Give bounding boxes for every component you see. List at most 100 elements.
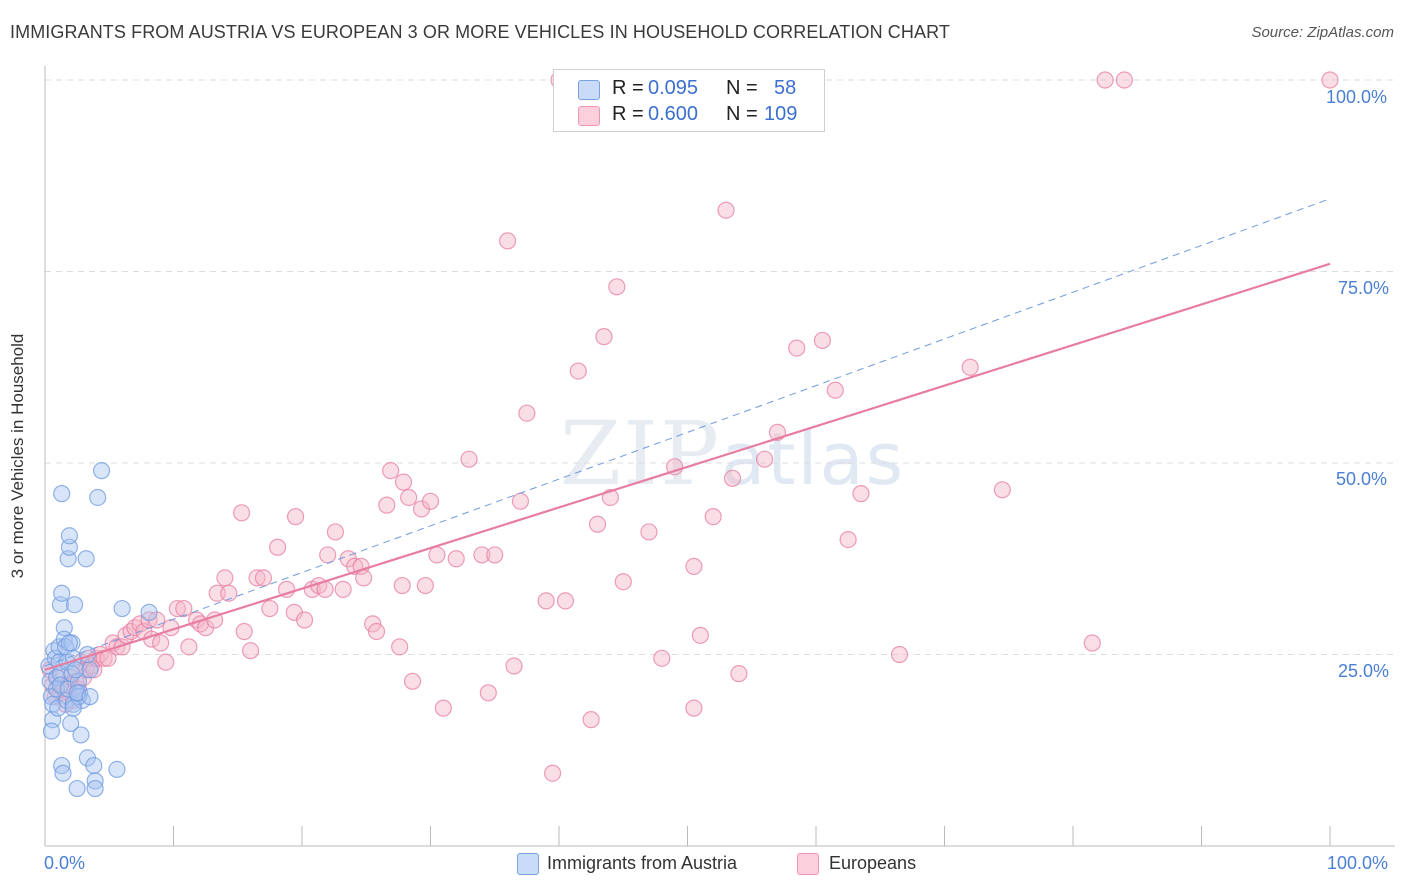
point-europeans bbox=[261, 599, 279, 618]
point-europeans bbox=[400, 488, 418, 507]
data-points bbox=[40, 71, 1339, 798]
point-europeans bbox=[1083, 634, 1101, 652]
point-europeans bbox=[152, 634, 170, 652]
point-europeans bbox=[220, 584, 238, 602]
point-austria bbox=[108, 760, 126, 779]
stats-n-value: 109 bbox=[764, 103, 798, 125]
point-europeans bbox=[685, 699, 703, 717]
point-europeans bbox=[168, 599, 186, 618]
point-europeans bbox=[499, 232, 517, 250]
point-europeans bbox=[319, 546, 337, 564]
point-europeans bbox=[157, 653, 175, 671]
point-austria bbox=[51, 676, 70, 694]
point-europeans bbox=[666, 458, 684, 476]
point-europeans bbox=[479, 684, 497, 702]
point-europeans bbox=[505, 657, 523, 675]
point-europeans bbox=[286, 508, 305, 526]
point-europeans bbox=[248, 569, 266, 587]
watermark-zip: ZIP bbox=[560, 402, 722, 505]
point-austria bbox=[140, 603, 158, 621]
point-austria bbox=[72, 726, 90, 744]
point-europeans bbox=[518, 404, 536, 422]
point-austria bbox=[85, 756, 103, 775]
point-europeans bbox=[755, 450, 774, 468]
point-europeans bbox=[295, 611, 314, 629]
trend-line-europeans bbox=[44, 262, 1331, 671]
point-europeans bbox=[428, 546, 446, 564]
stats-r-label: R = bbox=[612, 103, 644, 125]
point-europeans bbox=[653, 649, 671, 667]
point-austria bbox=[53, 485, 71, 503]
legend-label-europeans: Europeans bbox=[829, 853, 917, 873]
point-austria bbox=[54, 764, 72, 782]
point-europeans bbox=[717, 201, 735, 219]
stats-box: R = 0.095 N = 58 R = 0.600 N = 109 bbox=[553, 69, 825, 132]
point-europeans bbox=[175, 599, 193, 618]
stats-row-europeans: R = 0.600 N = 109 bbox=[554, 103, 824, 129]
stats-swatch-austria bbox=[578, 80, 600, 100]
point-europeans bbox=[588, 515, 607, 533]
legend-swatch-austria bbox=[517, 853, 539, 875]
point-europeans bbox=[826, 381, 844, 399]
point-europeans bbox=[723, 469, 742, 487]
point-europeans bbox=[326, 523, 345, 541]
point-europeans bbox=[1321, 71, 1339, 89]
stats-swatch-europeans bbox=[578, 106, 600, 126]
stats-r-label: R = bbox=[612, 77, 644, 99]
point-europeans bbox=[367, 622, 386, 641]
point-europeans bbox=[704, 508, 722, 526]
y-tick-label-100: 100.0% bbox=[1326, 87, 1388, 107]
x-tick-label-max: 100.0% bbox=[1327, 853, 1389, 873]
point-europeans bbox=[355, 569, 373, 587]
point-europeans bbox=[334, 580, 352, 598]
point-austria bbox=[89, 488, 107, 507]
point-europeans bbox=[460, 450, 478, 468]
point-europeans bbox=[180, 638, 198, 656]
point-europeans bbox=[691, 626, 709, 644]
point-austria bbox=[67, 661, 85, 679]
point-europeans bbox=[434, 699, 452, 717]
point-austria bbox=[86, 779, 104, 798]
point-europeans bbox=[421, 492, 440, 510]
point-austria bbox=[65, 596, 84, 614]
stats-r-value: 0.600 bbox=[648, 103, 699, 125]
point-europeans bbox=[569, 362, 587, 380]
point-europeans bbox=[685, 557, 703, 576]
stats-n-label: N = bbox=[726, 103, 758, 125]
point-austria bbox=[68, 779, 86, 798]
legend-swatch-europeans bbox=[797, 853, 819, 875]
stats-n-label: N = bbox=[726, 77, 758, 99]
point-austria bbox=[81, 688, 99, 706]
stats-r-value: 0.095 bbox=[648, 77, 699, 99]
point-europeans bbox=[1115, 71, 1134, 89]
point-austria bbox=[68, 684, 86, 702]
point-europeans bbox=[556, 592, 575, 610]
point-europeans bbox=[813, 331, 832, 350]
point-europeans bbox=[486, 546, 504, 564]
legend-label-austria: Immigrants from Austria bbox=[547, 853, 738, 873]
y-axis-label: 3 or more Vehicles in Household bbox=[8, 333, 27, 579]
point-europeans bbox=[961, 358, 979, 376]
watermark: ZIPatlas bbox=[560, 402, 905, 505]
point-europeans bbox=[403, 672, 422, 690]
point-austria bbox=[53, 584, 71, 602]
point-austria bbox=[42, 722, 61, 740]
point-europeans bbox=[394, 473, 413, 491]
stats-row-austria: R = 0.095 N = 58 bbox=[554, 77, 824, 103]
point-europeans bbox=[839, 530, 857, 549]
point-europeans bbox=[254, 569, 273, 587]
point-europeans bbox=[268, 538, 287, 556]
point-europeans bbox=[277, 580, 296, 598]
point-austria bbox=[77, 550, 95, 568]
point-europeans bbox=[233, 504, 251, 522]
point-europeans bbox=[393, 576, 411, 595]
point-europeans bbox=[378, 496, 396, 514]
point-europeans bbox=[582, 711, 600, 729]
point-europeans bbox=[242, 642, 260, 660]
point-europeans bbox=[1096, 71, 1114, 89]
y-tick-label-75: 75.0% bbox=[1338, 278, 1390, 298]
stats-n-value: 58 bbox=[774, 77, 797, 99]
source-label: Source: ZipAtlas.com bbox=[1251, 24, 1394, 41]
point-europeans bbox=[543, 764, 562, 782]
